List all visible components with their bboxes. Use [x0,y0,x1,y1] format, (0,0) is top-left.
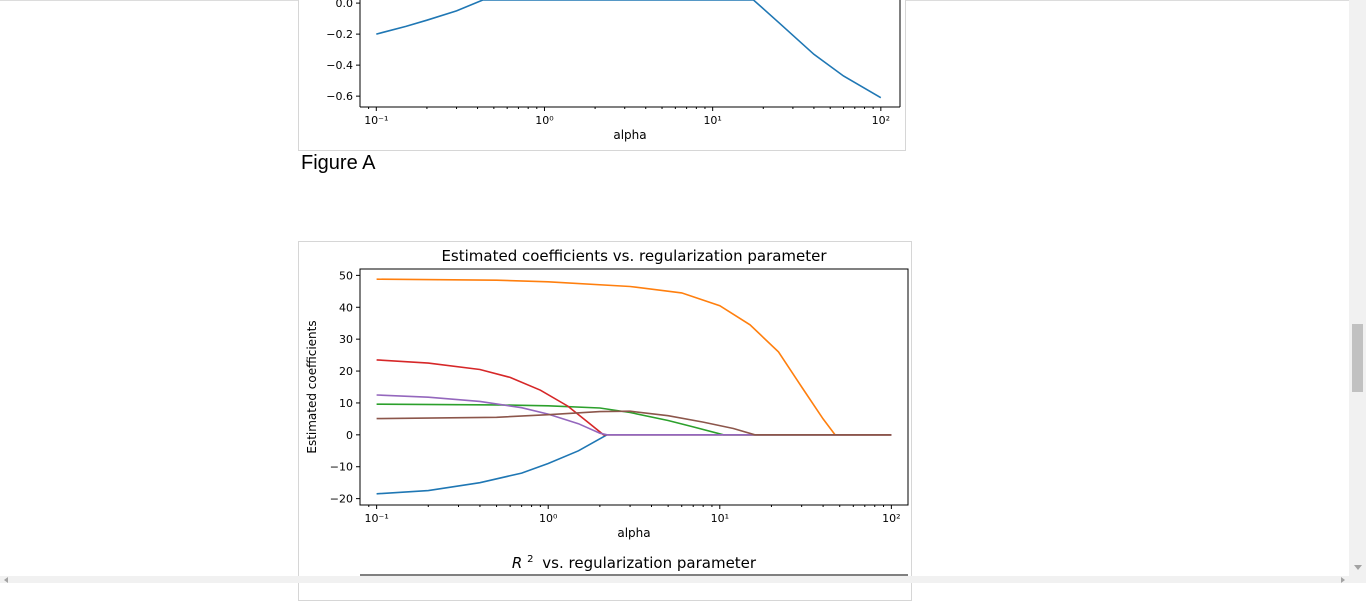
figure-b-series-line-1 [376,434,892,495]
figure-a-plot-area: 0.0 −0.2 −0.4 −0.6 10⁻¹ 10⁰ 10¹ 10² alpha [326,0,901,142]
figure-b-x-axis-label: alpha [617,526,650,540]
figure-b-series-line-2 [376,278,892,436]
vertical-scrollbar[interactable] [1349,0,1366,576]
figure-b-y-tick-label: 30 [339,333,353,346]
figure-b-title: Estimated coefficients vs. regularizatio… [441,247,827,265]
figure-c-title-label: vs. regularization parameter [542,554,757,572]
figure-b-series-line-5 [376,394,892,436]
figure-a-x-axis-label: alpha [613,128,646,142]
figure-b-x-tick-label: 10⁰ [539,512,558,525]
figure-c-title: R 2 vs. regularization parameter [512,548,757,572]
figure-a-y-tick-label: −0.6 [326,90,353,103]
figure-a-series-line-1 [376,0,882,99]
figure-b-y-tick-label: 40 [339,301,353,314]
figure-b-x-tick-label: 10⁻¹ [365,512,389,525]
scroll-right-arrow-icon[interactable] [1341,577,1345,583]
vertical-scroll-thumb[interactable] [1352,324,1363,392]
figure-b-series-line-3 [376,403,892,436]
figure-b-axes-frame [359,268,909,506]
figure-a-x-tick-label: 10⁰ [535,114,554,127]
figure-b-y-axis-label: Estimated coefficients [305,320,319,453]
figure-a-caption: Figure A [301,152,376,174]
figure-b-y-tick-label: 0 [346,429,353,442]
figure-a-frame: 0.0 −0.2 −0.4 −0.6 10⁻¹ 10⁰ 10¹ 10² alpha [298,0,906,151]
figure-a-y-tick-label: −0.2 [326,28,353,41]
figure-b-frame: R 2 vs. regularization parameter 50 40 30 2… [298,241,912,601]
figure-b-x-tick-label: 10¹ [711,512,729,525]
figure-b-series-line-4 [376,359,892,436]
figure-b-y-tick-label: 20 [339,365,353,378]
figure-a-x-tick-label: 10⁻¹ [364,114,388,127]
figure-c-title-symbol: R [512,554,522,572]
figure-b-chart: R 2 vs. regularization parameter 50 40 30 2… [305,247,909,576]
figure-a-x-tick-label: 10¹ [703,114,721,127]
figure-a-y-tick-label: −0.4 [326,59,353,72]
scroll-down-arrow-icon[interactable] [1354,565,1362,570]
figure-a-chart: 0.0 −0.2 −0.4 −0.6 10⁻¹ 10⁰ 10¹ 10² alpha [326,0,901,142]
figure-a-y-tick-label: 0.0 [336,0,354,10]
figure-b-y-tick-label: 50 [339,269,353,282]
figure-b-y-tick-label: −10 [330,461,353,474]
figure-a-x-tick-label: 10² [872,114,890,127]
figure-b-x-tick-label: 10² [882,512,900,525]
scroll-left-arrow-icon[interactable] [4,577,8,583]
figure-b-series-line-6 [376,410,892,436]
figure-b-plot-area: 50 40 30 20 10 0 −10 −20 10⁻¹ 10⁰ 10¹ 10² alpha Estim… [305,247,909,540]
figure-b-y-tick-label: 10 [339,397,353,410]
figure-b-y-tick-label: −20 [330,493,353,506]
horizontal-scrollbar[interactable] [0,576,1366,583]
figure-c-title-superscript: 2 [527,554,533,565]
